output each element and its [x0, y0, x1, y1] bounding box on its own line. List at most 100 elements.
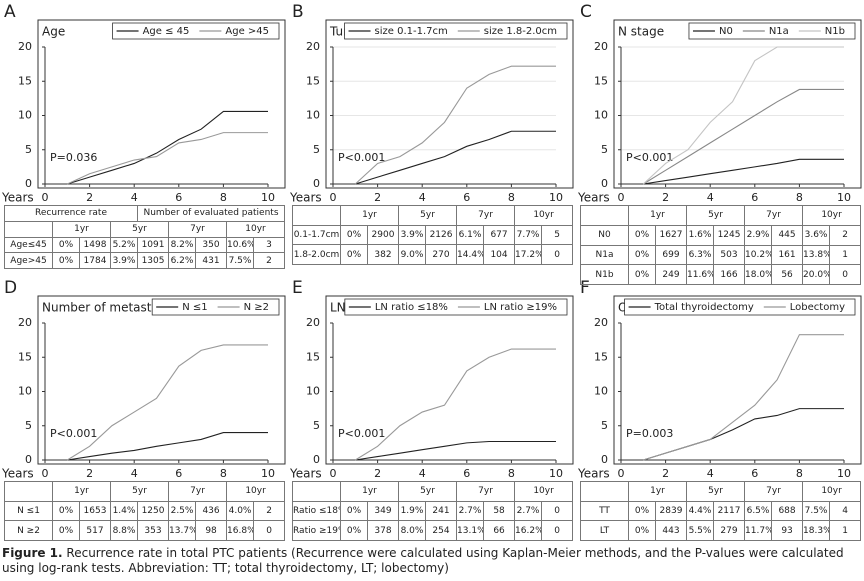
x-tick-label: 8 [796, 191, 803, 204]
legend: Age ≤ 45 Age >45 [112, 22, 280, 40]
table-cell: 1245 [713, 224, 746, 246]
x-tick-label: 0 [330, 467, 337, 480]
caption: Figure 1. Recurrence rate in total PTC p… [2, 546, 862, 576]
table-cell: 2900 [366, 224, 400, 246]
table-corner [580, 481, 629, 502]
table-cell: 0 [541, 500, 574, 522]
table-cell: 1653 [78, 500, 112, 522]
caption-label: Figure 1. [2, 546, 63, 560]
table-cell: 2.9% [744, 224, 773, 246]
table-cell: 8.0% [398, 520, 427, 541]
legend-box [344, 298, 568, 316]
table-corner [580, 205, 629, 226]
plot-frame [613, 19, 862, 189]
x-tick-label: 4 [707, 191, 714, 204]
table-cell: 349 [366, 500, 400, 522]
x-tick-label: 0 [618, 467, 625, 480]
table-cell: 20.0% [802, 264, 831, 285]
table-cell: 0% [628, 500, 656, 522]
table-row: Age>45 0% 1784 3.9% 1305 6.2% 431 7.5% 2 [4, 252, 286, 269]
x-axis-label: Years [577, 467, 610, 481]
table-cell: 8.2% [168, 236, 197, 254]
table-column-header: 5yr [110, 481, 170, 502]
km-curve [354, 65, 556, 185]
panel-label: C [580, 2, 592, 22]
table-cell: 18.0% [744, 264, 773, 285]
table-column-header: 7yr [744, 481, 804, 502]
y-tick-label: 0 [313, 177, 320, 190]
annotation: P<0.001 [626, 151, 673, 164]
km-curve [642, 46, 844, 185]
table-column-header: 5yr [109, 220, 170, 238]
legend-box [151, 298, 280, 316]
table-cell: 11.7% [744, 520, 773, 541]
table-corner [4, 481, 53, 502]
table-cell: 7.5% [802, 500, 831, 522]
table-row-label: N1b [580, 264, 629, 285]
annotation: P<0.001 [50, 427, 97, 440]
table-cell: 0% [52, 252, 80, 269]
table-cell: 279 [713, 520, 746, 541]
km-curve [643, 88, 844, 185]
x-tick-label: 4 [707, 467, 714, 480]
table-cell: 56 [771, 264, 804, 285]
y-tick-label: 10 [18, 109, 32, 122]
table-cell: 688 [771, 500, 804, 522]
table-cell: 436 [195, 500, 228, 522]
panel-label: A [4, 2, 16, 22]
x-tick-label: 6 [463, 467, 470, 480]
legend-label: Age >45 [225, 26, 269, 37]
legend-box [344, 22, 568, 40]
data-table: 1yr 5yr 7yr 10yr TT 0% 2839 4.4% 2117 6.5% 688 7.5%… [580, 481, 862, 541]
km-curve [643, 408, 844, 461]
plot-frame [325, 19, 574, 189]
table-header-row: 1yr 5yr 7yr 10yr [292, 481, 574, 502]
x-tick-label: 6 [751, 467, 758, 480]
table-row: N1a 0% 699 6.3% 503 10.2% 161 13.8% 1 [580, 244, 862, 266]
chart-title: Age [42, 25, 65, 39]
table-cell: 13.8% [802, 244, 831, 266]
y-tick-label: 0 [601, 453, 608, 466]
table-cell: 1091 [137, 236, 170, 254]
table-row-label: N ≥2 [4, 520, 53, 541]
table-cell: 13.7% [168, 520, 197, 541]
table-cell: 1250 [137, 500, 170, 522]
y-tick-label: 5 [601, 419, 608, 432]
x-tick-label: 6 [463, 191, 470, 204]
table-cell: 4.0% [226, 500, 255, 522]
panel-label: B [292, 2, 304, 22]
y-tick-label: 15 [594, 74, 608, 87]
table-cell: 2 [829, 224, 862, 246]
y-tick-label: 5 [25, 419, 32, 432]
caption-text: Recurrence rate in total PTC patients (R… [2, 546, 844, 575]
table-row-label: LT [580, 520, 629, 541]
table-column-header: 5yr [398, 481, 458, 502]
y-tick-label: 20 [18, 40, 32, 53]
y-tick-label: 15 [306, 350, 320, 363]
table-column-header: 1yr [627, 481, 688, 502]
legend-label: N0 [719, 26, 733, 37]
table-row-label: Ratio ≤18% [292, 500, 341, 522]
table-cell: 0% [52, 500, 80, 522]
table-column-header: 10yr [226, 481, 286, 502]
table-cell: 16.8% [226, 520, 255, 541]
km-curve [67, 132, 268, 185]
table-cell: 0% [628, 244, 656, 266]
panel-label: D [4, 278, 17, 298]
table-column-header: 5yr [398, 205, 458, 226]
table-header-row: 1yr 5yr 7yr 10yr [4, 481, 286, 502]
table-corner [292, 205, 341, 226]
table-cell: 8.8% [110, 520, 139, 541]
table-column-header: 10yr [802, 481, 862, 502]
table-cell: 18.3% [802, 520, 831, 541]
legend-label: LN ratio ≤18% [375, 302, 448, 313]
table-cell: 98 [195, 520, 228, 541]
legend-label: N1b [825, 26, 845, 37]
table-cell: 6.1% [456, 224, 485, 246]
table-cell: 2 [253, 252, 286, 269]
table-cell: 1 [829, 520, 862, 541]
x-axis-label: Years [577, 191, 610, 205]
y-tick-label: 20 [306, 316, 320, 329]
table-cell: 6.5% [744, 500, 773, 522]
